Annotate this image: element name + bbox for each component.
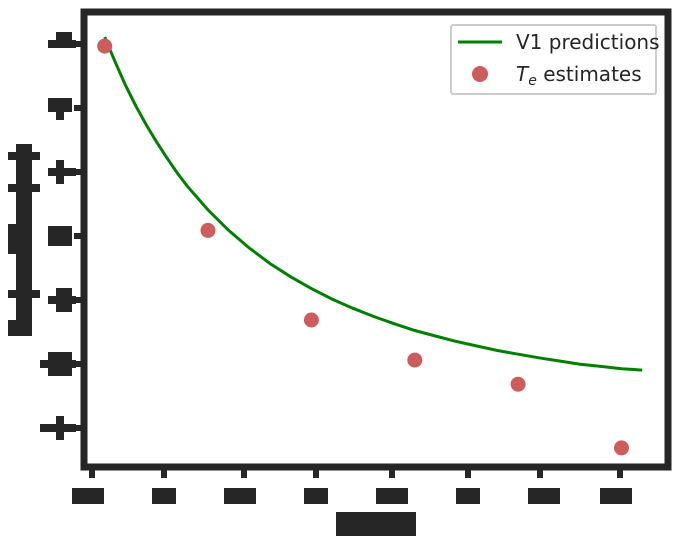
y-axis-label-glyphs <box>8 144 40 336</box>
legend: V1 predictions Te estimates <box>450 24 660 95</box>
legend-frame <box>450 24 657 95</box>
y-ticks <box>74 41 84 431</box>
x-axis-label-glyphs <box>336 512 416 536</box>
series-line-v1-predictions <box>103 36 643 372</box>
data-point-te-estimate-5 <box>614 440 629 456</box>
legend-label-dot: Te estimates <box>516 62 642 89</box>
data-point-te-estimate-4 <box>510 376 526 392</box>
legend-label-line: V1 predictions <box>516 30 660 54</box>
y-tick-label-glyphs <box>40 32 76 440</box>
series-layer <box>97 36 643 456</box>
data-point-te-estimate-2 <box>303 312 319 328</box>
legend-swatch-dot <box>472 66 488 82</box>
x-tick-label-glyphs <box>72 488 632 504</box>
x-ticks <box>89 467 623 478</box>
data-point-te-estimate-0 <box>97 38 113 54</box>
data-point-te-estimate-1 <box>200 222 216 238</box>
data-point-te-estimate-3 <box>407 352 423 368</box>
